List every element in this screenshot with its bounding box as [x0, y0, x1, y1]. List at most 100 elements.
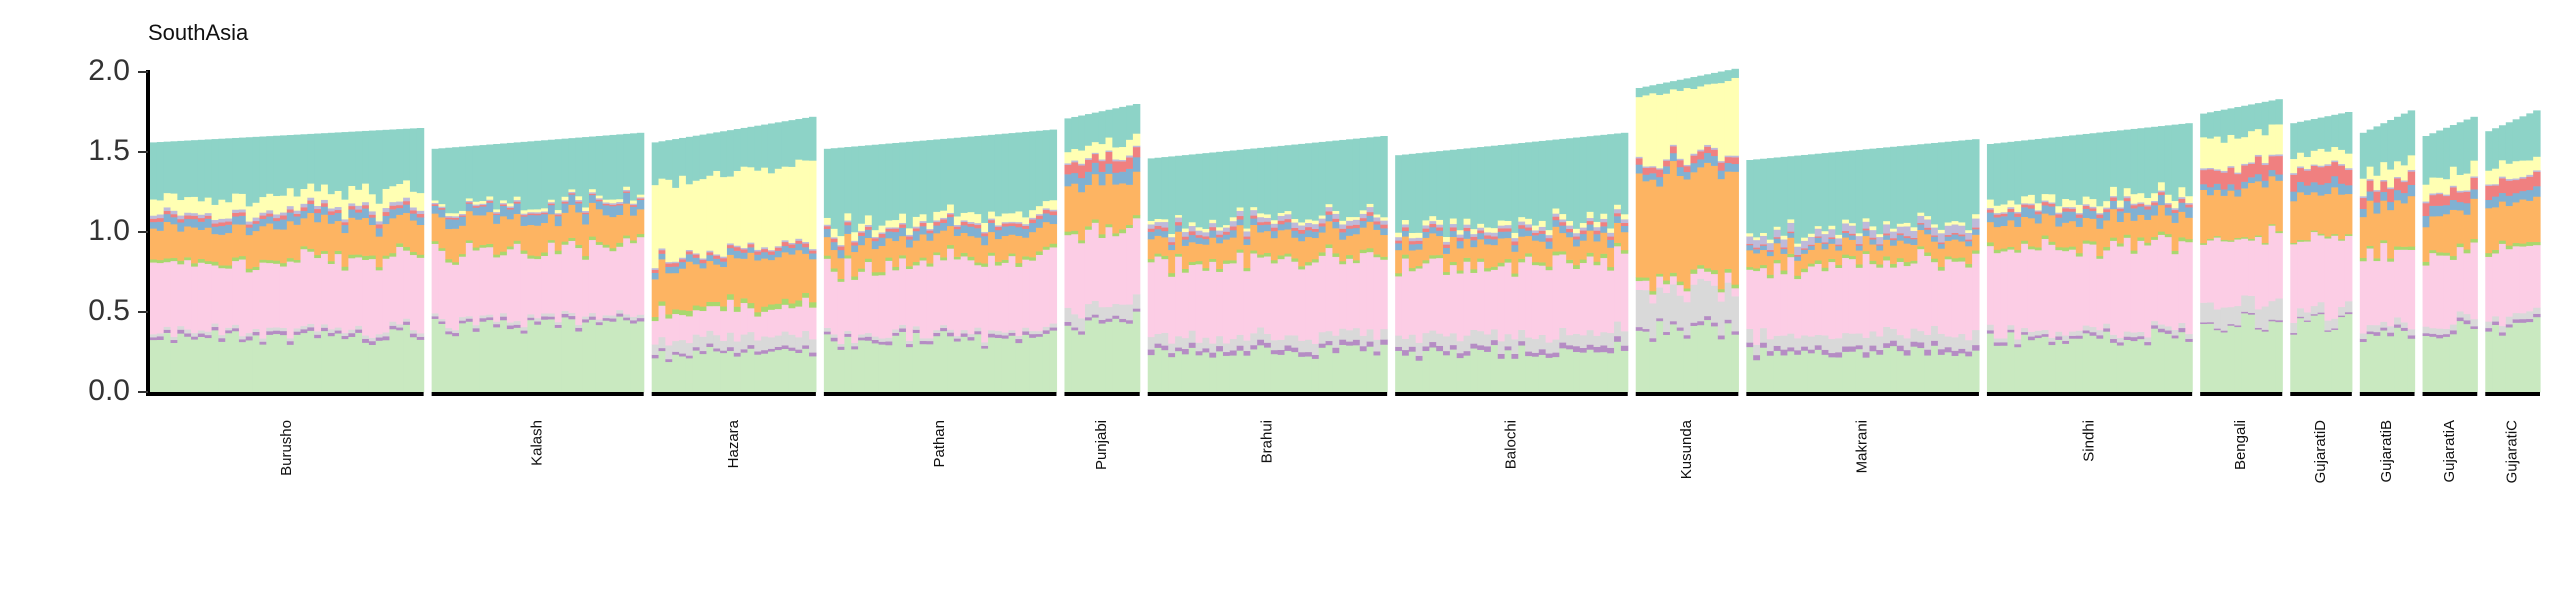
bar-segment-red: [2075, 214, 2084, 218]
bar-segment-purple: [1298, 352, 1306, 357]
bar-segment-lavender: [1229, 220, 1238, 227]
bar-segment-purple: [940, 327, 948, 332]
bar-segment-green: [1216, 351, 1224, 393]
bar-segment-lavender: [1910, 230, 1918, 238]
bar-segment-pink: [754, 316, 762, 341]
bar-segment-blue: [389, 209, 397, 219]
bar-segment-grey: [1814, 334, 1823, 346]
bar-segment-green: [2317, 313, 2326, 393]
bar-segment-green: [623, 320, 631, 393]
bar-segment-lightgreen: [1724, 268, 1733, 273]
bar-segment-yellow: [1931, 224, 1939, 228]
bar-segment-orange: [2144, 219, 2152, 243]
bar-segment-pink: [1443, 274, 1451, 337]
bar-segment-grey: [2178, 322, 2186, 329]
bar-segment-blue: [211, 226, 220, 235]
bar-segment-red: [733, 246, 742, 251]
bar-segment-purple: [2055, 336, 2063, 340]
bar-segment-green: [1222, 355, 1231, 393]
bar-segment-lavender: [2492, 183, 2500, 186]
bar-segment-red: [1257, 221, 1265, 226]
bar-segment-yellow: [1022, 217, 1030, 225]
bar-segment-pink: [520, 253, 528, 328]
bar-segment-yellow: [403, 180, 411, 198]
bar-segment-grey: [279, 327, 288, 332]
bar-segment-blue: [2075, 217, 2084, 227]
bar-segment-pink: [774, 308, 783, 336]
bar-segment-teal: [2248, 104, 2256, 132]
bar-segment-grey: [774, 335, 783, 347]
bar-segment-orange: [1119, 183, 1127, 230]
bar-segment-blue: [163, 213, 172, 223]
bar-segment-orange: [2041, 213, 2050, 236]
bar-segment-orange: [2422, 226, 2430, 262]
bar-segment-blue: [2151, 205, 2159, 216]
bar-segment-green: [1504, 350, 1513, 393]
bar-segment-pink: [1669, 276, 1678, 285]
y-tick-label: 2.0: [88, 54, 130, 87]
bar-segment-red: [1270, 227, 1279, 232]
bar-segment-blue: [2498, 192, 2507, 202]
bar-segment-pink: [940, 260, 948, 326]
bar-segment-teal: [259, 136, 267, 198]
bar-segment-lightgreen: [1635, 277, 1644, 282]
bar-segment-pink: [1883, 260, 1891, 327]
bar-segment-purple: [1042, 330, 1051, 334]
bar-segment-lavender: [2344, 167, 2353, 171]
bar-segment-orange: [2359, 216, 2368, 258]
bar-segment-pink: [2463, 253, 2472, 315]
bar-segment-blue: [1422, 231, 1430, 238]
bar-segment-pink: [472, 250, 481, 326]
bar-segment-green: [382, 339, 391, 393]
bar-segment-blue: [1717, 170, 1726, 180]
bar-segment-yellow: [520, 210, 528, 214]
bar-segment-grey: [1209, 343, 1217, 353]
bar-segment-teal: [1209, 152, 1217, 220]
bar-segment-pink: [204, 263, 213, 332]
bar-segment-green: [602, 320, 611, 393]
bar-segment-red: [1359, 217, 1368, 222]
bar-segment-green: [2021, 334, 2029, 393]
bar-segment-green: [864, 340, 873, 393]
bar-segment-purple: [232, 328, 240, 332]
bar-segment-orange: [266, 223, 274, 261]
bar-segment-lavender: [279, 212, 288, 216]
bar-segment-blue: [1443, 247, 1451, 254]
bar-segment-pink: [2344, 235, 2353, 302]
bar-segment-lightgreen: [2429, 249, 2437, 254]
bar-segment-blue: [1071, 172, 1079, 184]
bar-segment-grey: [561, 310, 570, 314]
bar-segment-lavender: [2123, 195, 2132, 199]
bar-segment-lavender: [1731, 155, 1739, 158]
bar-segment-purple: [1222, 351, 1231, 356]
bar-segment-grey: [2220, 307, 2229, 331]
bar-segment-lightgreen: [1807, 263, 1816, 267]
bar-segment-grey: [1600, 331, 1608, 346]
bar-segment-lavender: [2436, 192, 2444, 195]
bar-segment-yellow: [595, 195, 604, 199]
bar-segment-pink: [1195, 264, 1204, 343]
bar-segment-yellow: [2130, 193, 2139, 204]
bar-segment-yellow: [1250, 206, 1258, 211]
bar-segment-green: [177, 333, 185, 393]
bar-segment-grey: [232, 324, 240, 329]
bar-segment-purple: [1064, 321, 1072, 326]
bar-segment-teal: [823, 148, 832, 218]
bar-segment-lavender: [527, 211, 535, 214]
bar-segment-red: [2422, 203, 2430, 217]
bar-segment-lightgreen: [554, 250, 563, 255]
bar-segment-green: [912, 332, 921, 393]
bar-segment-lightgreen: [1429, 255, 1437, 259]
bar-segment-purple: [1669, 321, 1678, 325]
bar-segment-teal: [554, 139, 563, 211]
bar-segment-lightgreen: [1415, 265, 1424, 269]
bar-segment-yellow: [431, 200, 440, 203]
bar-segment-teal: [2069, 135, 2077, 201]
bar-segment-teal: [1835, 151, 1843, 235]
bar-segment-red: [479, 204, 487, 207]
bar-segment-lightgreen: [431, 240, 440, 244]
bar-segment-blue: [953, 228, 962, 236]
bar-segment-pink: [493, 257, 501, 322]
bar-segment-orange: [994, 238, 1003, 262]
bar-segment-lightgreen: [981, 263, 989, 267]
